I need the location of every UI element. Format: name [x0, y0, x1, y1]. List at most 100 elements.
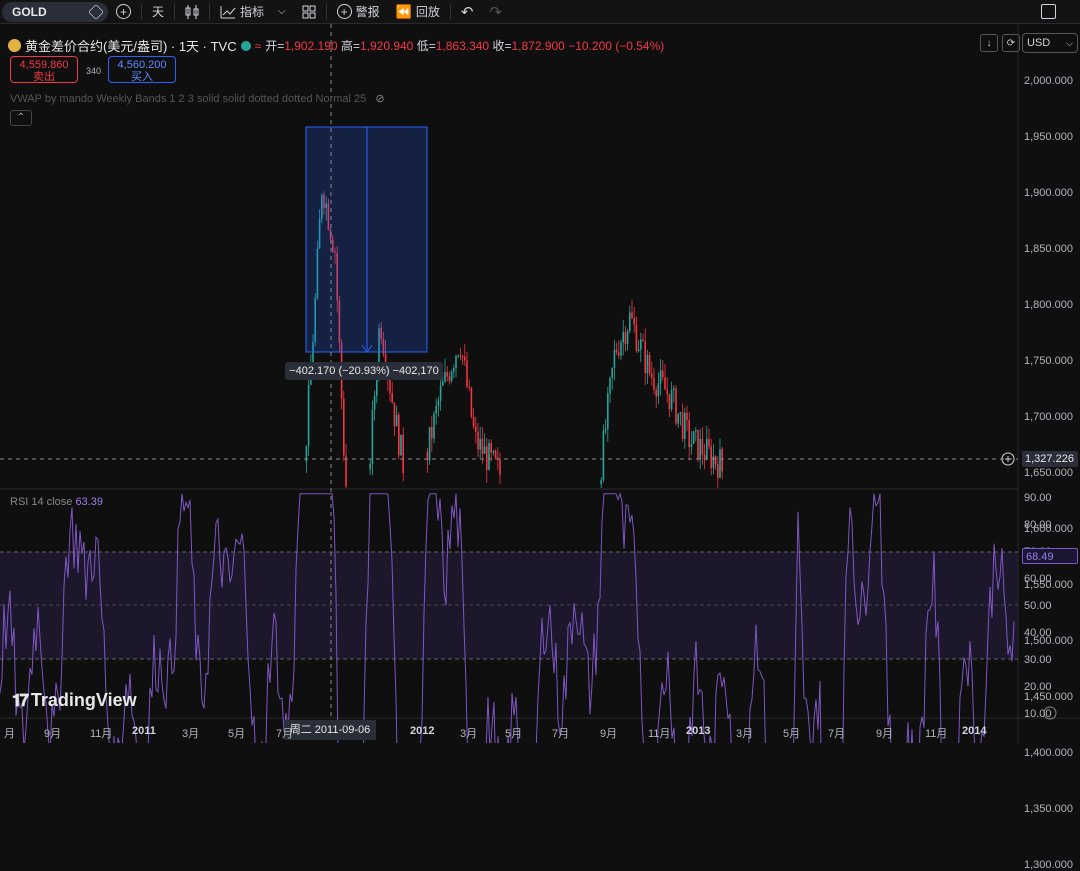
eye-hidden-icon[interactable]: ⊘: [375, 93, 385, 105]
rsi-axis-label: 10.00: [1024, 708, 1052, 720]
candle-body: [607, 393, 609, 429]
chart-canvas[interactable]: [0, 0, 1080, 743]
buy-label: 买入: [131, 71, 153, 83]
layouts-button[interactable]: [294, 0, 324, 24]
candle-body: [376, 373, 378, 396]
candle-body: [472, 416, 475, 427]
candle-body: [470, 387, 473, 417]
fullscreen-icon[interactable]: [1041, 4, 1056, 19]
compare-button[interactable]: +: [108, 0, 139, 24]
rsi-axis-label: 40.00: [1024, 627, 1052, 639]
candle-body: [721, 449, 723, 472]
candle-body: [677, 413, 679, 424]
undo-button[interactable]: ↶: [453, 0, 482, 24]
add-alert-plus-icon: [1001, 452, 1015, 466]
price-axis-label: 1,750.000: [1024, 355, 1073, 367]
replay-label: 回放: [415, 5, 440, 19]
candle-body: [323, 194, 325, 209]
price-axis-label: 1,650.000: [1024, 467, 1073, 479]
candle-body: [439, 385, 442, 401]
rsi-line: [0, 491, 1015, 743]
collapse-legend-button[interactable]: ⌃: [10, 110, 32, 126]
candle-body: [321, 194, 323, 219]
candle-body: [398, 414, 400, 456]
candle-body: [450, 371, 453, 382]
candle-body: [620, 342, 622, 356]
currency-select[interactable]: USD ⌵: [1022, 33, 1078, 53]
price-axis-label: 1,900.000: [1024, 187, 1073, 199]
main-series-legend: 黄金差价合约(美元/盎司) · 1天 · TVC ≈ 开=1,902.190 高…: [8, 36, 664, 55]
redo-button[interactable]: ↷: [481, 0, 510, 24]
candle-body: [428, 427, 431, 461]
candle-body: [389, 378, 391, 394]
time-axis-label: 11月: [90, 728, 113, 740]
candle-body: [490, 442, 492, 453]
indicators-button[interactable]: 指标 ⌵: [212, 0, 294, 24]
rsi-axis-label: 20.00: [1024, 681, 1052, 693]
time-axis-label: 2013: [686, 725, 711, 737]
candle-body: [611, 367, 613, 378]
candle-body: [615, 349, 618, 353]
current-price-tag[interactable]: 1,327.226: [1022, 451, 1078, 467]
chart-type-button[interactable]: [177, 0, 207, 24]
price-axis-label: 1,950.000: [1024, 131, 1073, 143]
rsi-axis-label: 80.00: [1024, 519, 1052, 531]
candle-body: [435, 405, 437, 414]
candle-body: [688, 419, 690, 447]
market-open-icon: [240, 40, 251, 51]
low-label: 低=: [416, 39, 436, 53]
divider: [325, 3, 327, 20]
candle-body: [655, 389, 657, 397]
move-down-button[interactable]: ↓: [980, 34, 998, 52]
time-axis-label: 5月: [505, 728, 523, 740]
candle-body: [675, 388, 677, 424]
alert-button[interactable]: + 警报: [329, 0, 388, 24]
candle-body: [626, 330, 629, 345]
vwap-indicator-legend[interactable]: VWAP by mando Weekly Bands 1 2 3 solid s…: [10, 92, 385, 105]
time-axis-label: 11月: [648, 728, 671, 740]
candle-body: [486, 446, 488, 470]
candle-body: [657, 383, 660, 397]
buy-button[interactable]: 4,560.200 买入: [108, 56, 176, 83]
open-label: 开=: [265, 39, 285, 53]
candle-body: [701, 438, 704, 455]
candle-body: [481, 438, 484, 454]
measure-arrow-head: [361, 344, 373, 353]
rsi-value: 63.39: [75, 496, 103, 508]
candle-body: [609, 377, 611, 394]
chevron-down-icon[interactable]: ⌵: [278, 6, 286, 17]
candle-body: [492, 451, 495, 453]
candle-body: [402, 434, 404, 474]
tradingview-logo[interactable]: 𝟏𝟕 TradingView: [12, 690, 137, 711]
candle-body: [437, 400, 440, 406]
interval-button[interactable]: 天: [144, 0, 172, 24]
candle-body: [703, 454, 706, 460]
candle-body: [459, 355, 462, 357]
brand-label: TradingView: [30, 690, 137, 710]
candle-body: [338, 300, 341, 343]
rsi-axis-label: 90.00: [1024, 492, 1052, 504]
replay-button[interactable]: ⏪ 回放: [388, 0, 448, 24]
candle-body: [371, 409, 374, 464]
maximize-pane-button[interactable]: ⟳: [1002, 34, 1020, 52]
candle-body: [708, 438, 710, 447]
candle-body: [316, 248, 319, 299]
rsi-legend[interactable]: RSI 14 close 63.39: [10, 496, 103, 508]
candle-body: [613, 349, 616, 368]
series-title[interactable]: 黄金差价合约(美元/盎司) · 1天 · TVC: [25, 39, 237, 54]
undo-icon: ↶: [460, 3, 474, 21]
plus-icon: [1005, 456, 1011, 462]
symbol-search[interactable]: GOLD: [2, 1, 108, 22]
vwap-label: VWAP by mando Weekly Bands 1 2 3 solid s…: [10, 93, 367, 105]
close-label: 收=: [492, 39, 512, 53]
sell-button[interactable]: 4,559.860 卖出: [10, 56, 78, 83]
candle-body: [706, 438, 708, 460]
candle-body: [640, 339, 642, 350]
candle-body: [442, 381, 444, 386]
candle-body: [426, 451, 429, 461]
candle-body: [483, 446, 486, 454]
candle-body: [466, 360, 468, 387]
price-axis-label: 2,000.000: [1024, 75, 1073, 87]
time-axis-label: 7月: [276, 728, 294, 740]
candle-body: [635, 324, 638, 351]
